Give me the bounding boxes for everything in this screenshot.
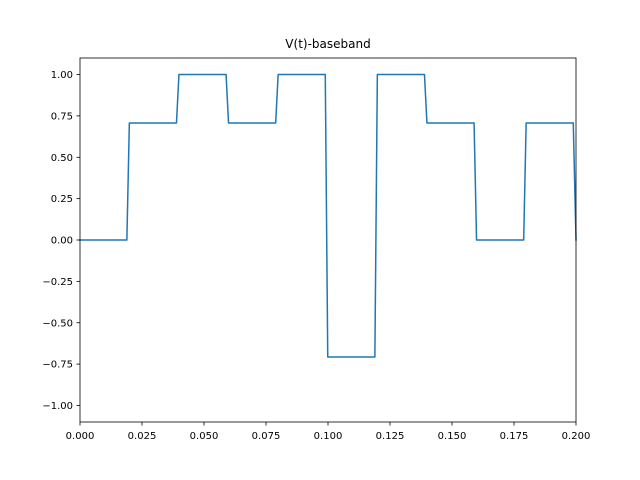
chart-title: V(t)-baseband	[285, 37, 370, 51]
x-tick-label: 0.175	[500, 431, 529, 442]
x-tick-label: 0.200	[562, 431, 591, 442]
series-line-0	[79, 73, 577, 358]
y-tick-label: −0.25	[42, 277, 73, 288]
y-tick-label: −0.50	[42, 318, 73, 329]
y-tick-label: 0.00	[51, 236, 73, 247]
x-tick-label: 0.000	[66, 431, 95, 442]
y-tick-label: −0.75	[42, 360, 73, 371]
y-tick-label: −1.00	[42, 401, 73, 412]
x-tick-label: 0.025	[128, 431, 157, 442]
y-tick-label: 0.50	[51, 153, 73, 164]
plot-area: 0.000 0.025 0.050 0.075 0.100 0.125 0.150 0.175…	[42, 57, 591, 442]
y-tick-label: 0.75	[51, 112, 73, 123]
x-tick-label: 0.050	[190, 431, 219, 442]
y-tick-label: 1.00	[51, 70, 73, 81]
x-tick-label: 0.100	[314, 431, 343, 442]
x-tick-label: 0.150	[438, 431, 467, 442]
x-tick-label: 0.125	[376, 431, 405, 442]
x-tick-label: 0.075	[252, 431, 281, 442]
y-tick-label: 0.25	[51, 194, 73, 205]
